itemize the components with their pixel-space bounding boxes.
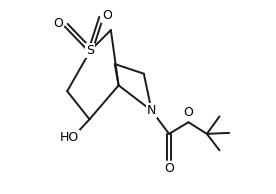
Text: O: O [184, 106, 193, 120]
Text: O: O [164, 162, 174, 175]
Text: S: S [86, 44, 94, 57]
Text: HO: HO [60, 131, 79, 144]
Text: O: O [54, 17, 63, 30]
Text: O: O [102, 9, 112, 22]
Text: N: N [147, 104, 156, 117]
